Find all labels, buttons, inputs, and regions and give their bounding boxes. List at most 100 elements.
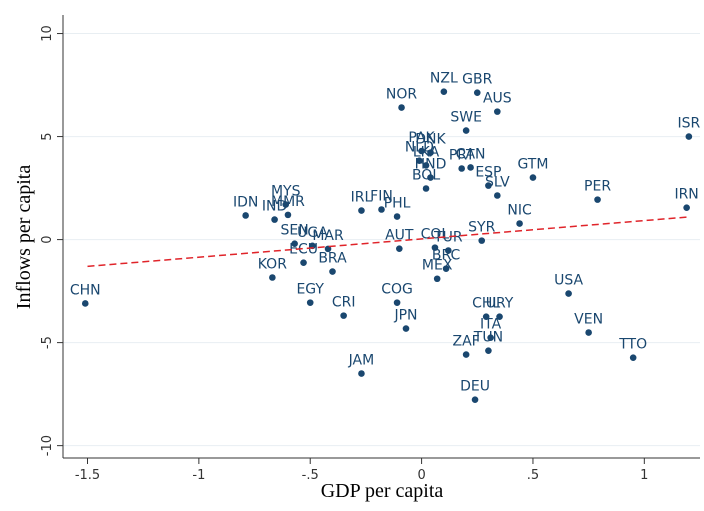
point-label: NZL xyxy=(430,71,458,87)
point-label: ZAF xyxy=(453,334,480,350)
point-label: TUR xyxy=(433,230,463,246)
point-label: FIN xyxy=(370,189,393,205)
point-label: IRN xyxy=(674,187,698,203)
point-label: LKA xyxy=(413,144,440,160)
point xyxy=(398,104,405,111)
point xyxy=(565,290,572,297)
y-tick-label: -10 xyxy=(40,435,55,456)
point-label: UGA xyxy=(297,225,328,241)
point-label: ECU xyxy=(289,242,318,258)
x-tick-label: -1.5 xyxy=(75,468,100,483)
point xyxy=(487,334,494,341)
point xyxy=(271,216,278,223)
point-label: VEN xyxy=(574,312,603,328)
point xyxy=(478,237,486,244)
point-label: HND xyxy=(415,157,447,173)
point xyxy=(585,329,592,336)
point-label: GBR xyxy=(462,72,492,88)
point-label: DEU xyxy=(460,379,490,395)
point xyxy=(358,370,365,377)
point-label: SWE xyxy=(450,110,482,126)
y-tick-label: 10 xyxy=(40,25,55,42)
y-tick-label: 5 xyxy=(40,132,55,140)
point xyxy=(269,274,276,281)
point xyxy=(81,300,89,307)
point-label: MYS xyxy=(271,184,301,200)
point-label: NOR xyxy=(386,87,417,103)
point-label: JPN xyxy=(393,308,417,324)
y-axis-title: Inflows per capita xyxy=(13,165,35,310)
point xyxy=(473,89,481,96)
point-label: CHN xyxy=(70,282,101,298)
point xyxy=(685,133,693,140)
point-label: MAR xyxy=(312,228,344,244)
x-tick-label: -.5 xyxy=(302,468,319,483)
point xyxy=(462,351,470,358)
point xyxy=(431,244,439,251)
point-label: IND xyxy=(262,199,287,215)
point xyxy=(300,259,307,266)
point-label: GTM xyxy=(517,157,548,173)
point-label: PHL xyxy=(384,196,411,212)
point xyxy=(284,211,292,219)
point xyxy=(393,213,401,220)
point-label: PAK xyxy=(408,130,435,146)
x-tick-label: -1 xyxy=(192,468,205,483)
point xyxy=(494,192,501,199)
point xyxy=(358,207,365,214)
point xyxy=(291,240,298,248)
point xyxy=(282,201,290,208)
point-label: NLD xyxy=(405,140,434,156)
point xyxy=(422,162,430,169)
point-label: COG xyxy=(381,282,413,298)
point xyxy=(467,164,474,171)
point xyxy=(396,245,403,252)
point-label: ITA xyxy=(480,317,502,333)
point xyxy=(496,313,503,320)
point-label: SLV xyxy=(485,174,510,190)
point xyxy=(442,265,450,272)
fit-line xyxy=(87,216,689,268)
point xyxy=(471,396,479,403)
point-label: BRA xyxy=(318,251,347,267)
point xyxy=(683,204,690,211)
point xyxy=(516,220,523,227)
x-axis-title: GDP per capita xyxy=(321,480,444,502)
point xyxy=(594,196,601,203)
point xyxy=(340,312,347,319)
point-label: BRC xyxy=(432,248,461,264)
x-tick-label: 1 xyxy=(640,468,648,483)
point-label: DNK xyxy=(415,132,446,148)
point-label: JAM xyxy=(348,353,375,369)
point xyxy=(427,149,434,156)
point xyxy=(440,88,448,95)
point-label: TTO xyxy=(618,337,647,353)
point-label: IRL xyxy=(351,190,373,206)
point xyxy=(529,174,537,181)
point xyxy=(378,206,385,213)
y-tick-label: 0 xyxy=(40,235,55,243)
point-label: ESP xyxy=(475,165,501,181)
point xyxy=(416,157,423,164)
y-tick-label: -5 xyxy=(40,336,55,349)
point xyxy=(433,275,441,283)
point xyxy=(445,247,452,254)
point-label: PRT xyxy=(449,148,475,164)
point-label: ISR xyxy=(677,116,700,132)
point xyxy=(422,185,430,192)
point-label: USA xyxy=(554,273,583,289)
point-label: EGY xyxy=(296,282,324,298)
point-label: NIC xyxy=(507,203,532,219)
x-tick-label: .5 xyxy=(527,468,539,483)
point xyxy=(458,165,465,172)
point-label: CAN xyxy=(456,146,486,162)
point xyxy=(427,174,434,181)
point xyxy=(462,127,470,134)
point xyxy=(629,354,637,361)
point-label: CHL xyxy=(472,296,500,312)
point xyxy=(306,299,314,306)
point xyxy=(485,347,492,354)
point xyxy=(402,325,410,332)
point xyxy=(485,182,492,189)
